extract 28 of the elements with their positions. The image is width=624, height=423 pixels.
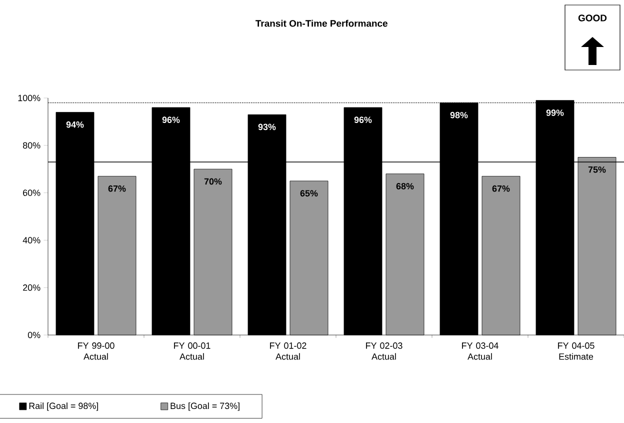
data-label: 65% [300,190,318,196]
data-label: 75% [588,166,606,173]
x-tick-label: FY 00-01 Actual [174,342,210,360]
data-label: 99% [546,110,564,116]
data-label: 96% [354,116,372,124]
data-label: 94% [66,121,84,128]
data-label: 67% [108,185,126,192]
x-tick-label: FY 03-04 Actual [462,342,498,360]
y-tick-label: 0% [28,332,40,338]
x-tick-label: FY 99-00 Actual [78,342,114,360]
data-label: 67% [492,185,510,192]
legend-label: Bus [Goal = 73%] [170,402,240,411]
y-tick-label: 80% [23,142,40,149]
y-tick-label: 40% [22,237,40,244]
data-label: 68% [396,183,414,190]
y-tick-label: 100% [18,94,40,102]
x-tick-label: FY 01-02 Actual [270,342,306,360]
chart-title: Transit On-Time Performance [256,20,388,27]
y-tick-label: 20% [23,284,40,291]
legend-label: Rail [Goal = 98%] [29,402,98,411]
data-label: 70% [204,178,222,185]
data-label: 93% [258,124,276,130]
data-label: 96% [162,116,180,124]
y-tick-label: 60% [23,190,40,196]
text: GOOD [578,14,607,22]
data-label: 98% [450,112,468,118]
x-tick-label: FY 02-03 Actual [366,342,402,360]
x-tick-label: FY 04-05 Estimate [558,342,594,360]
